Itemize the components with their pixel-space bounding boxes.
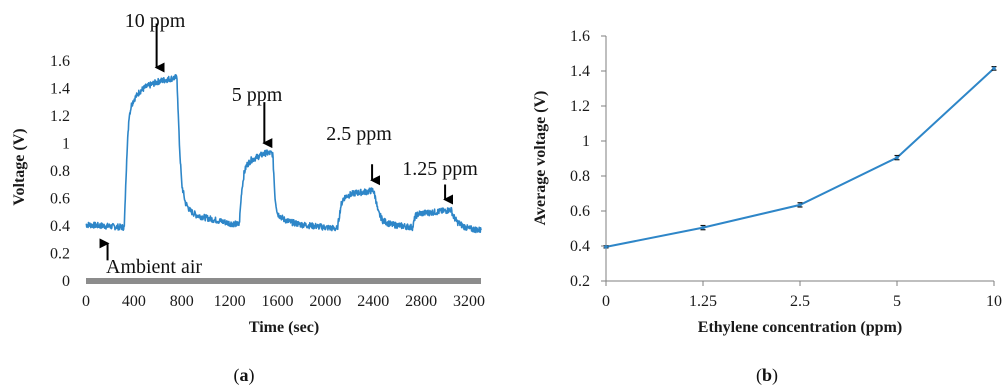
panel-b-y-tick-label: 1.4 xyxy=(570,63,590,80)
panel-a-caption: (a) xyxy=(234,365,255,386)
panel-b-x-tick-label: 1.25 xyxy=(689,293,717,310)
panel-a-x-tick-label: 800 xyxy=(170,293,194,310)
panel-b-y-tick-label: 1.2 xyxy=(570,98,590,115)
panel-b-caption: (b) xyxy=(756,365,778,386)
panel-a-x-tick-label: 2000 xyxy=(309,293,341,310)
panel-a-x-tick-label: 1600 xyxy=(262,293,294,310)
panel-a-x-tick-label: 2400 xyxy=(357,293,389,310)
annotation-5-ppm: 5 ppm xyxy=(232,84,283,106)
panel-b-data-point xyxy=(895,155,899,160)
panel-a-y-axis-label: Voltage (V) xyxy=(11,128,28,205)
panel-a-x-tick-label: 0 xyxy=(82,293,90,310)
panel-a-y-tick-label: 1.6 xyxy=(50,53,70,70)
panel-a-y-tick-label: 0.2 xyxy=(50,246,70,263)
panel-b-data-point xyxy=(992,66,996,71)
annotation-10-ppm: 10 ppm xyxy=(125,10,186,32)
panel-b-average-voltage-chart: 0.2 0.4 0.6 0.8 1 1.2 1.4 1.6 0 1.25 2.5… xyxy=(532,28,1002,336)
panel-b-x-tick-labels: 0 1.25 2.5 5 10 xyxy=(602,293,1002,310)
panel-b-data-point xyxy=(701,225,705,230)
panel-a-y-tick-label: 1 xyxy=(62,136,70,153)
panel-a-ambient-air-bar xyxy=(86,278,481,284)
panel-b-y-tick-label: 0.4 xyxy=(570,238,590,255)
panel-b-y-tick-label: 1 xyxy=(582,133,590,150)
panel-a-caption-label: a xyxy=(240,365,249,385)
panel-a-y-tick-labels: 0 0.2 0.4 0.6 0.8 1 1.2 1.4 1.6 xyxy=(50,53,70,290)
panel-b-y-tick-labels: 0.2 0.4 0.6 0.8 1 1.2 1.4 1.6 xyxy=(570,28,590,290)
panel-a-x-tick-label: 400 xyxy=(122,293,146,310)
panel-a-x-axis-label: Time (sec) xyxy=(249,319,319,336)
panel-a-y-tick-label: 0.4 xyxy=(50,218,70,235)
annotation-1-25-ppm: 1.25 ppm xyxy=(402,158,478,180)
panel-b-x-axis-label: Ethylene concentration (ppm) xyxy=(698,319,902,336)
panel-a-caption-open: ( xyxy=(234,365,240,386)
panel-b-y-tick-label: 1.6 xyxy=(570,28,590,45)
annotation-ambient-air: Ambient air xyxy=(106,256,202,278)
panel-b-x-tick-label: 0 xyxy=(602,293,610,310)
panel-b-caption-open: ( xyxy=(756,365,762,386)
panel-b-x-tick-label: 5 xyxy=(893,293,901,310)
panel-a-voltage-series-line xyxy=(85,74,482,234)
panel-a-y-tick-label: 0 xyxy=(62,273,70,290)
panel-b-y-tick-label: 0.2 xyxy=(570,273,590,290)
panel-b-x-tick-label: 2.5 xyxy=(790,293,810,310)
panel-a-caption-close: ) xyxy=(249,365,255,386)
panel-a-y-tick-label: 0.6 xyxy=(50,191,70,208)
panel-a-x-tick-label: 3200 xyxy=(453,293,485,310)
panel-b-data-point xyxy=(798,203,802,207)
panel-a-annotations: 10 ppm 5 ppm 2.5 ppm 1.25 ppm Ambient ai… xyxy=(99,10,478,278)
panel-b-caption-close: ) xyxy=(772,365,778,386)
panel-b-y-axis-label: Average voltage (V) xyxy=(532,91,549,226)
panel-a-x-tick-label: 1200 xyxy=(214,293,246,310)
panel-a-voltage-vs-time-chart: 0 0.2 0.4 0.6 0.8 1 1.2 1.4 1.6 0 400 80… xyxy=(11,10,485,336)
panel-b-marks xyxy=(601,35,997,286)
panel-b-data-point xyxy=(604,245,608,249)
panel-a-y-tick-label: 1.2 xyxy=(50,108,70,125)
panel-b-y-tick-label: 0.6 xyxy=(570,203,590,220)
panel-b-series-line xyxy=(605,67,995,248)
panel-a-x-tick-label: 2800 xyxy=(405,293,437,310)
panel-a-y-tick-label: 1.4 xyxy=(50,81,70,98)
panel-b-y-tick-label: 0.8 xyxy=(570,168,590,185)
panel-a-x-tick-labels: 0 400 800 1200 1600 2000 2400 2800 3200 xyxy=(82,293,485,310)
panel-a-y-tick-label: 0.8 xyxy=(50,163,70,180)
panel-b-caption-label: b xyxy=(762,365,772,385)
panel-b-x-tick-label: 10 xyxy=(986,293,1002,310)
annotation-2-5-ppm: 2.5 ppm xyxy=(326,123,392,145)
